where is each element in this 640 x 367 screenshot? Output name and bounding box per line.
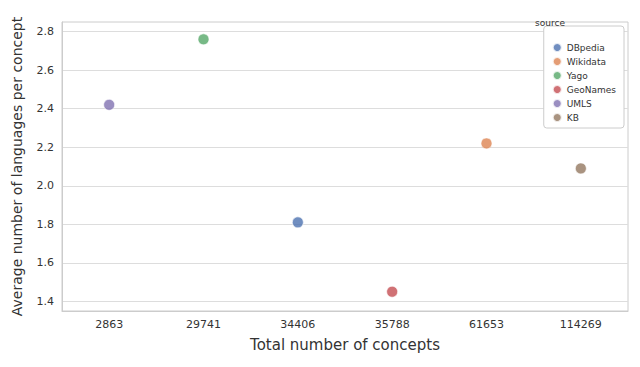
svg-text:1.8: 1.8 [37, 218, 55, 231]
svg-text:Yago: Yago [566, 71, 588, 81]
svg-text:UMLS: UMLS [567, 99, 592, 109]
svg-text:2.8: 2.8 [37, 25, 55, 38]
svg-text:2.2: 2.2 [37, 141, 55, 154]
svg-text:Total number of concepts: Total number of concepts [249, 336, 440, 354]
svg-text:2863: 2863 [95, 318, 123, 331]
svg-text:114269: 114269 [560, 318, 602, 331]
svg-text:1.6: 1.6 [37, 256, 55, 269]
svg-text:35788: 35788 [375, 318, 410, 331]
svg-text:KB: KB [567, 113, 579, 123]
svg-text:DBpedia: DBpedia [567, 43, 605, 53]
svg-text:source: source [535, 18, 565, 28]
svg-text:29741: 29741 [186, 318, 221, 331]
svg-text:Average number of languages pe: Average number of languages per concept [9, 16, 25, 316]
svg-text:Wikidata: Wikidata [567, 57, 606, 67]
svg-text:34406: 34406 [280, 318, 315, 331]
svg-text:2.0: 2.0 [37, 179, 55, 192]
svg-text:2.6: 2.6 [37, 64, 55, 77]
svg-text:2.4: 2.4 [37, 102, 55, 115]
svg-text:GeoNames: GeoNames [567, 85, 617, 95]
svg-text:1.4: 1.4 [37, 295, 55, 308]
svg-text:61653: 61653 [469, 318, 504, 331]
